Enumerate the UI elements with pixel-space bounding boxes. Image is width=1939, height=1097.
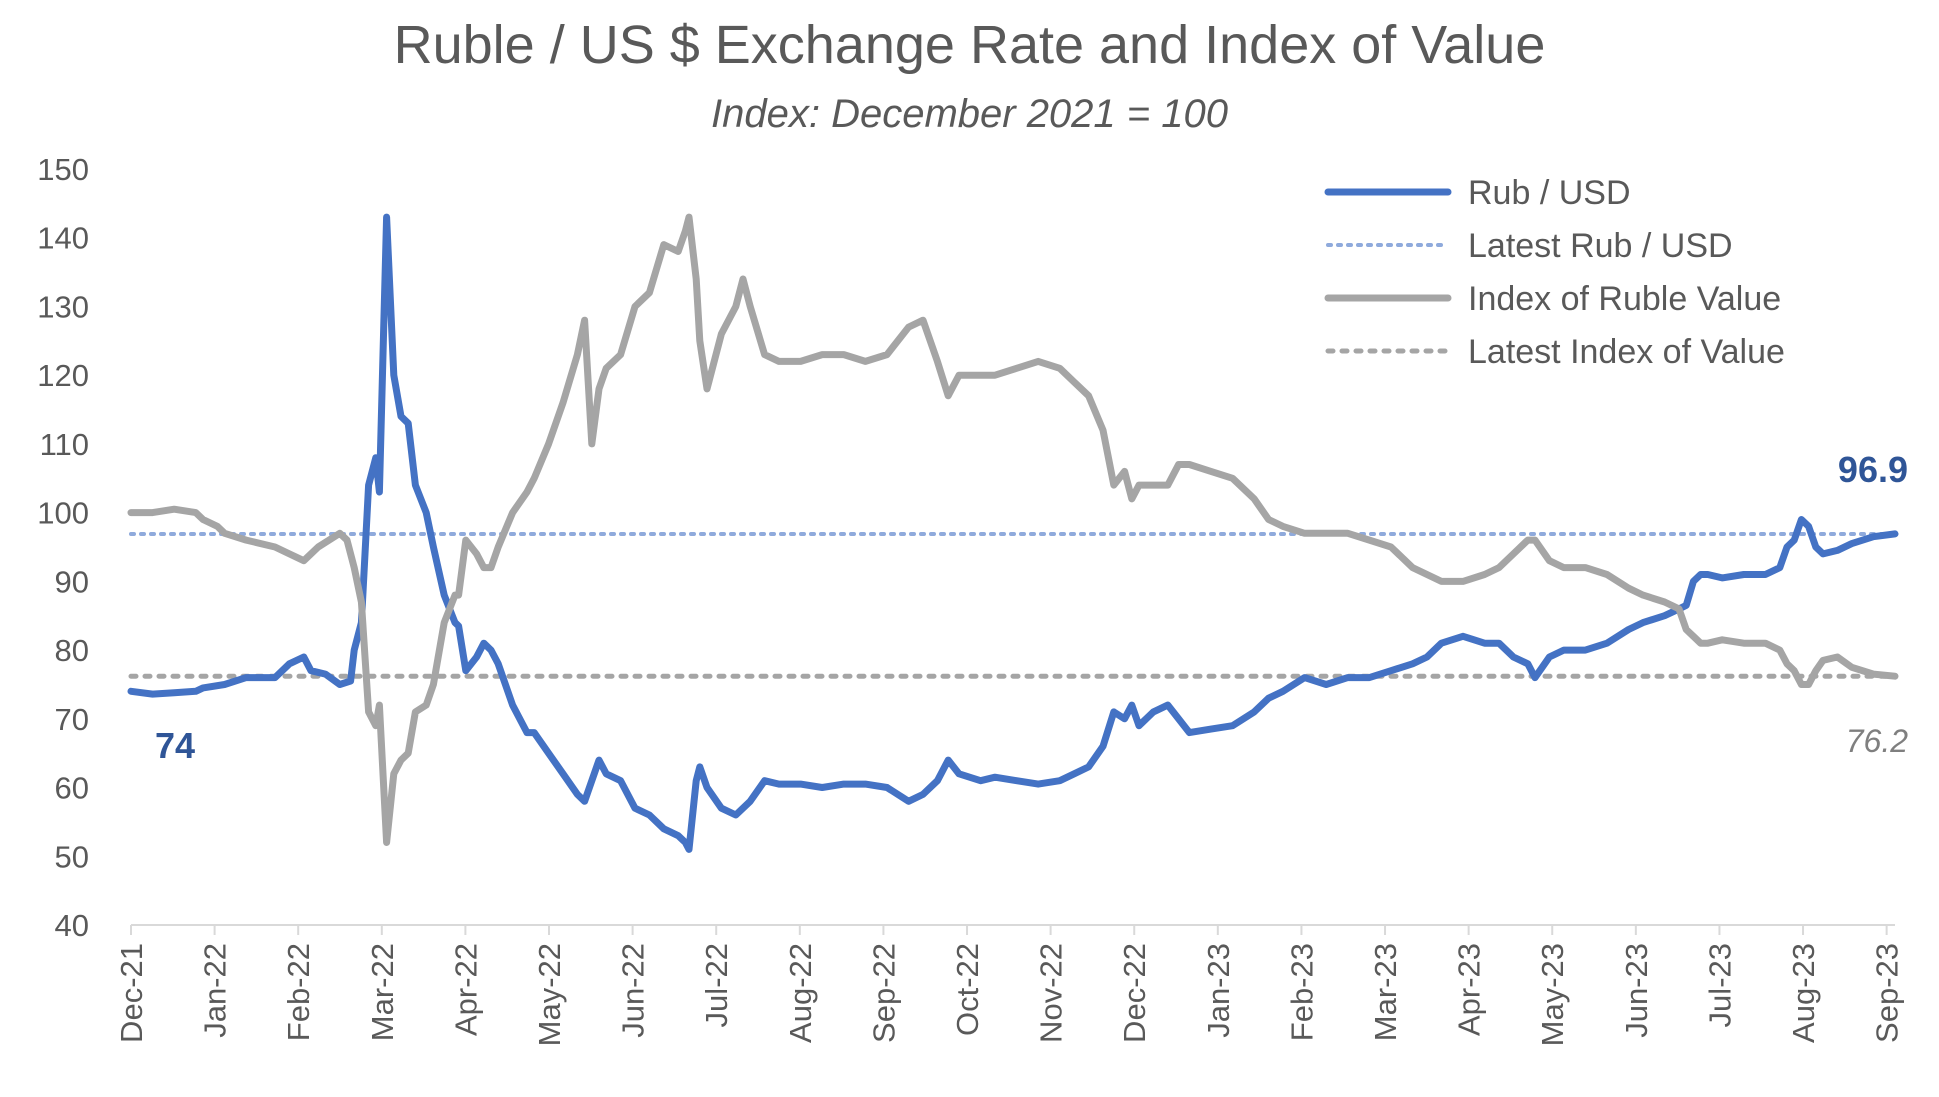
y-tick-label: 40 [55, 908, 89, 943]
x-tick-label: Dec-22 [1117, 943, 1152, 1043]
chart-title: Ruble / US $ Exchange Rate and Index of … [393, 15, 1546, 75]
x-tick-label: Jan-22 [198, 943, 233, 1038]
x-tick-label: Apr-22 [448, 943, 483, 1036]
y-tick-label: 70 [55, 702, 89, 737]
x-tick-label: Oct-22 [950, 943, 985, 1036]
x-tick-label: Jun-22 [616, 943, 651, 1038]
x-tick-label: Feb-22 [281, 943, 316, 1041]
data-labels: 74 96.9 76.2 [155, 449, 1908, 766]
x-tick-label: Sep-22 [866, 943, 901, 1043]
reference-lines [128, 531, 1898, 679]
y-tick-label: 80 [55, 633, 89, 668]
chart-subtitle: Index: December 2021 = 100 [710, 92, 1228, 136]
start-value-label: 74 [155, 725, 195, 766]
x-tick-label: Jan-23 [1201, 943, 1236, 1038]
y-tick-label: 100 [37, 496, 89, 531]
x-tick-label: Aug-22 [783, 943, 818, 1043]
y-tick-label: 60 [55, 771, 89, 806]
y-tick-label: 110 [40, 427, 89, 462]
y-axis: 40 50 60 70 80 90 100 110 120 130 140 150 [37, 152, 89, 943]
series-lines [127, 213, 1899, 853]
x-tick-label: Mar-23 [1368, 943, 1403, 1041]
x-tick-label: Dec-21 [114, 943, 149, 1043]
y-tick-label: 140 [37, 221, 89, 256]
latest-index-label: 76.2 [1846, 723, 1908, 759]
x-axis: Dec-21 Jan-22 Feb-22 Mar-22 Apr-22 May-22 Jun-… [114, 924, 1905, 1046]
y-tick-label: 120 [37, 358, 89, 393]
x-tick-label: Jul-22 [699, 943, 734, 1027]
x-tick-label: Mar-22 [365, 943, 400, 1041]
y-tick-label: 130 [37, 289, 89, 324]
series-line-rub-usd [127, 213, 1899, 853]
x-tick-label: Aug-23 [1786, 943, 1821, 1043]
x-tick-label: Apr-23 [1452, 943, 1487, 1036]
x-tick-label: Sep-23 [1870, 943, 1905, 1043]
x-tick-label: May-23 [1535, 943, 1570, 1046]
x-tick-label: Jun-23 [1619, 943, 1654, 1038]
latest-rub-label: 96.9 [1838, 449, 1908, 490]
y-tick-label: 50 [55, 839, 89, 874]
legend-label: Latest Index of Value [1468, 333, 1785, 371]
x-tick-label: May-22 [532, 943, 567, 1046]
legend-label: Index of Ruble Value [1468, 280, 1781, 318]
series-line-index-of-ruble-value [127, 213, 1899, 846]
x-tick-label: Nov-22 [1034, 943, 1069, 1043]
y-tick-label: 150 [37, 152, 89, 187]
legend: Rub / USD Latest Rub / USD Index of Ruble … [1324, 174, 1785, 371]
legend-label: Rub / USD [1468, 174, 1631, 212]
x-tick-label: Jul-23 [1702, 943, 1737, 1027]
x-tick-label: Feb-23 [1284, 943, 1319, 1041]
legend-label: Latest Rub / USD [1468, 227, 1733, 265]
y-tick-label: 90 [55, 564, 89, 599]
